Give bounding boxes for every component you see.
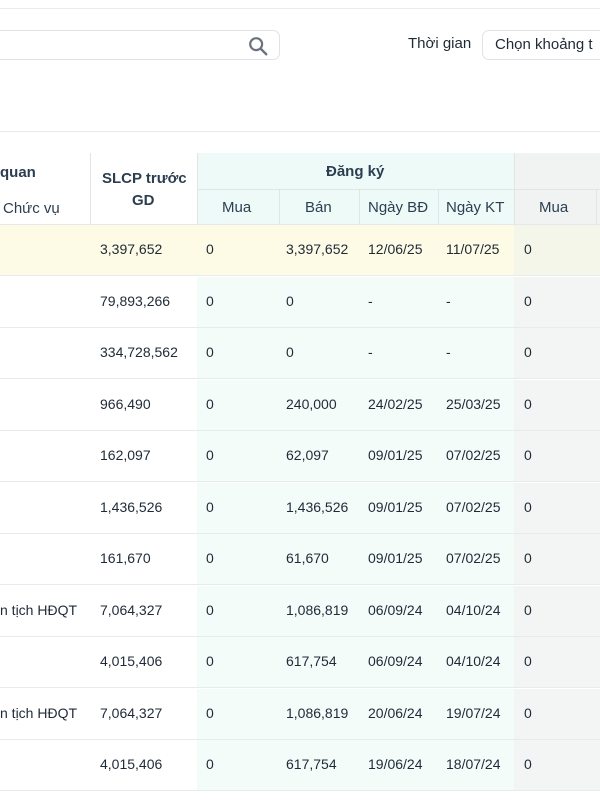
- start-date-cell: 12/06/25: [368, 241, 423, 257]
- buy-cell: 0: [206, 395, 214, 412]
- buy-cell: 0: [206, 498, 214, 515]
- sell-cell: 1,436,526: [286, 498, 349, 515]
- slcp-cell: 3,397,652: [100, 241, 163, 257]
- end-date-cell: 18/07/24: [446, 756, 501, 772]
- actual-buy-cell: 0: [524, 601, 532, 618]
- end-date-cell: 07/02/25: [446, 498, 501, 515]
- end-date-cell: 07/02/25: [446, 447, 501, 463]
- buy-cell: 0: [206, 756, 214, 772]
- table-row[interactable]: n tịch HĐQT 7,064,327 0 1,086,819 06/09/24 04…: [0, 585, 600, 637]
- table-row[interactable]: 1,436,526 0 1,436,526 09/01/25 07/02/25 0: [0, 482, 600, 534]
- table-row[interactable]: 4,015,406 0 617,754 06/09/24 04/10/24 0: [0, 637, 600, 688]
- end-date-cell: 25/03/25: [446, 395, 501, 412]
- search-input[interactable]: [0, 30, 280, 60]
- buy-header[interactable]: Mua: [222, 199, 252, 216]
- start-date-cell: 09/01/25: [368, 447, 423, 463]
- actual-buy-cell: 0: [524, 447, 532, 463]
- start-date-cell: 24/02/25: [368, 395, 423, 412]
- table-row[interactable]: 79,893,266 0 0 - - 0: [0, 276, 600, 328]
- end-date-cell: 04/10/24: [446, 601, 501, 618]
- slcp-cell: 7,064,327: [100, 704, 163, 721]
- table-row[interactable]: 334,728,562 0 0 - - 0: [0, 328, 600, 379]
- sell-cell: 617,754: [286, 653, 337, 669]
- sell-cell: 3,397,652: [286, 241, 349, 257]
- section-divider: [0, 131, 600, 132]
- slcp-cell: 7,064,327: [100, 601, 163, 618]
- actual-buy-cell: 0: [524, 344, 532, 360]
- buy-cell: 0: [206, 292, 214, 309]
- related-person-header: quan: [0, 164, 36, 181]
- sell-cell: 0: [286, 344, 294, 360]
- date-range-select[interactable]: Chọn khoảng t: [482, 30, 600, 60]
- end-date-cell: 04/10/24: [446, 653, 501, 669]
- end-date-cell: 07/02/25: [446, 550, 501, 566]
- actual-header-band: [514, 153, 600, 224]
- start-date-cell: -: [368, 344, 373, 360]
- sell-header[interactable]: Bán: [305, 199, 332, 216]
- end-date-cell: 19/07/24: [446, 704, 501, 721]
- start-date-cell: -: [368, 292, 373, 309]
- buy-cell: 0: [206, 447, 214, 463]
- time-filter-label: Thời gian: [408, 35, 472, 52]
- position-cell: n tịch HĐQT: [0, 601, 78, 618]
- start-date-cell: 20/06/24: [368, 704, 423, 721]
- table-row[interactable]: 966,490 0 240,000 24/02/25 25/03/25 0: [0, 379, 600, 431]
- end-date-cell: 11/07/25: [446, 241, 500, 257]
- start-date-cell: 09/01/25: [368, 550, 423, 566]
- buy-cell: 0: [206, 601, 214, 618]
- buy-cell: 0: [206, 704, 214, 721]
- end-date-header[interactable]: Ngày KT: [446, 199, 505, 216]
- search-icon[interactable]: [247, 35, 269, 57]
- sell-cell: 0: [286, 292, 294, 309]
- sell-cell: 617,754: [286, 756, 337, 772]
- sell-cell: 1,086,819: [286, 704, 349, 721]
- actual-buy-cell: 0: [524, 395, 532, 412]
- registration-header: Đăng ký: [326, 163, 385, 180]
- buy-cell: 0: [206, 344, 214, 360]
- table-row[interactable]: 162,097 0 62,097 09/01/25 07/02/25 0: [0, 431, 600, 482]
- actual-buy-cell: 0: [524, 241, 532, 257]
- sell-cell: 62,097: [286, 447, 329, 463]
- slcp-cell: 334,728,562: [100, 344, 178, 360]
- actual-buy-header[interactable]: Mua: [539, 199, 569, 216]
- start-date-cell: 19/06/24: [368, 756, 423, 772]
- buy-cell: 0: [206, 550, 214, 566]
- slcp-cell: 161,670: [100, 550, 151, 566]
- registration-header-band: [197, 153, 514, 224]
- buy-cell: 0: [206, 241, 214, 257]
- actual-buy-cell: 0: [524, 756, 532, 772]
- sell-cell: 240,000: [286, 395, 337, 412]
- actual-buy-cell: 0: [524, 653, 532, 669]
- slcp-header-line2: GD: [132, 192, 155, 209]
- slcp-cell: 4,015,406: [100, 653, 163, 669]
- start-date-cell: 09/01/25: [368, 498, 423, 515]
- start-date-cell: 06/09/24: [368, 653, 423, 669]
- start-date-cell: 06/09/24: [368, 601, 423, 618]
- top-divider: [0, 8, 600, 9]
- position-header: Chức vụ: [3, 200, 60, 217]
- actual-buy-cell: 0: [524, 704, 532, 721]
- table-row[interactable]: 4,015,406 0 617,754 19/06/24 18/07/24 0: [0, 740, 600, 791]
- end-date-cell: -: [446, 344, 451, 360]
- slcp-cell: 1,436,526: [100, 498, 163, 515]
- table-header: quan Chức vụ SLCP trước GD Đăng ký Mua B…: [0, 153, 600, 225]
- slcp-cell: 79,893,266: [100, 292, 171, 309]
- actual-buy-cell: 0: [524, 292, 532, 309]
- buy-cell: 0: [206, 653, 214, 669]
- actual-buy-cell: 0: [524, 550, 532, 566]
- slcp-cell: 4,015,406: [100, 756, 163, 772]
- actual-buy-cell: 0: [524, 498, 532, 515]
- table-row[interactable]: 161,670 0 61,670 09/01/25 07/02/25 0: [0, 534, 600, 585]
- slcp-header-line1[interactable]: SLCP trước: [102, 170, 187, 187]
- slcp-cell: 162,097: [100, 447, 151, 463]
- sell-cell: 1,086,819: [286, 601, 349, 618]
- start-date-header[interactable]: Ngày BĐ: [368, 199, 429, 216]
- table-row[interactable]: 3,397,652 0 3,397,652 12/06/25 11/07/25 0: [0, 225, 600, 276]
- sell-cell: 61,670: [286, 550, 329, 566]
- position-cell: n tịch HĐQT: [0, 704, 78, 721]
- table-row[interactable]: n tịch HĐQT 7,064,327 0 1,086,819 20/06/24 19…: [0, 688, 600, 740]
- end-date-cell: -: [446, 292, 451, 309]
- slcp-cell: 966,490: [100, 395, 151, 412]
